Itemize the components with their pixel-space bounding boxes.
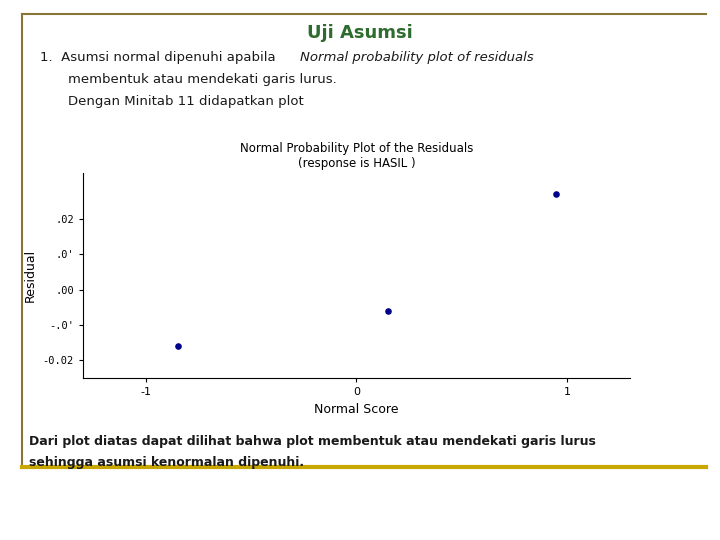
Text: Dengan Minitab 11 didapatkan plot: Dengan Minitab 11 didapatkan plot — [68, 94, 304, 107]
Y-axis label: Residual: Residual — [24, 249, 37, 302]
Point — [551, 190, 562, 198]
Text: Normal probability plot of residuals: Normal probability plot of residuals — [300, 51, 534, 64]
Point — [382, 307, 394, 315]
Point — [172, 342, 184, 350]
Text: Uji Asumsi: Uji Asumsi — [307, 24, 413, 42]
Text: Dari plot diatas dapat dilihat bahwa plot membentuk atau mendekati garis lurus: Dari plot diatas dapat dilihat bahwa plo… — [29, 435, 595, 448]
Title: Normal Probability Plot of the Residuals
(response is HASIL ): Normal Probability Plot of the Residuals… — [240, 142, 473, 170]
X-axis label: Normal Score: Normal Score — [314, 403, 399, 416]
Text: 1.  Asumsi normal dipenuhi apabila: 1. Asumsi normal dipenuhi apabila — [40, 51, 279, 64]
Text: sehingga asumsi kenormalan dipenuhi.: sehingga asumsi kenormalan dipenuhi. — [29, 456, 304, 469]
Text: membentuk atau mendekati garis lurus.: membentuk atau mendekati garis lurus. — [68, 73, 337, 86]
